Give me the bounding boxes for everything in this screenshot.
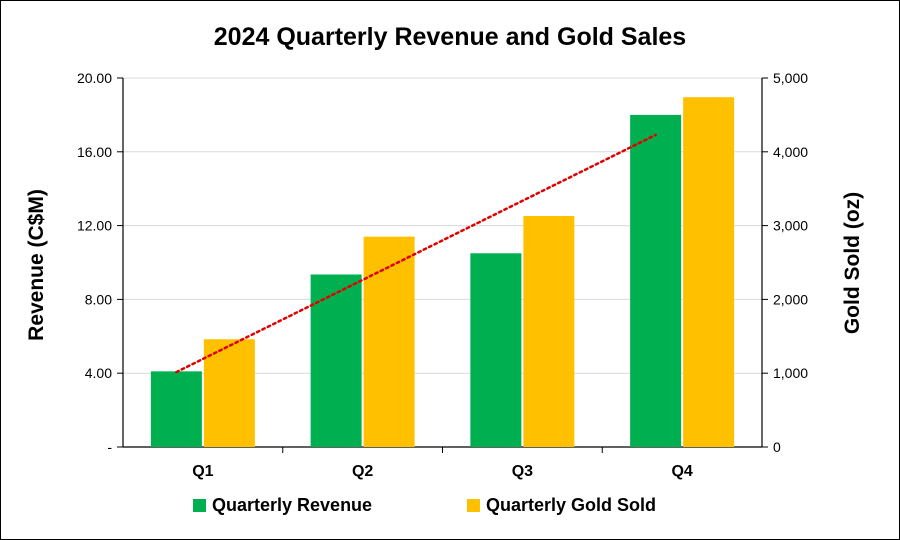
y-right-tick-label: 5,000 [773,70,808,86]
y-left-tick-label: 12.00 [77,218,112,234]
x-tick-label: Q4 [671,463,692,480]
y-left-tick-label: - [107,439,112,455]
y-right-tick-label: 0 [773,439,781,455]
trendline-revenue [175,133,657,374]
bar-revenue-q4[interactable] [630,114,682,448]
legend-label-gold-sold: Quarterly Gold Sold [486,495,657,515]
chart-title: 2024 Quarterly Revenue and Gold Sales [213,23,687,51]
x-tick-label: Q2 [352,463,373,480]
legend-swatch-revenue [193,499,206,512]
y-left-tick-label: 16.00 [77,144,112,160]
y-left-tick-label: 8.00 [85,291,112,307]
legend-swatch-gold-sold [467,499,480,512]
y-right-tick-label: 3,000 [773,218,808,234]
y-axis-left-title: Revenue (C$M) [25,189,48,341]
y-right-tick-label: 1,000 [773,365,808,381]
bar-gold-sold-q3[interactable] [523,216,575,447]
bar-gold-sold-q4[interactable] [683,97,735,448]
bar-revenue-q1[interactable] [150,371,202,447]
bar-gold-sold-q1[interactable] [203,339,255,447]
legend-label-revenue: Quarterly Revenue [212,495,373,515]
legend-item-gold-sold[interactable]: Quarterly Gold Sold [467,495,656,516]
bar-revenue-q3[interactable] [470,253,522,447]
bar-gold-sold-q2[interactable] [363,236,415,447]
bar-revenue-q2[interactable] [310,274,362,447]
x-tick-label: Q3 [512,463,533,480]
y-axis-right-title: Gold Sold (oz) [841,191,864,335]
y-left-tick-label: 4.00 [85,365,112,381]
y-right-tick-label: 2,000 [773,291,808,307]
y-right-tick-label: 4,000 [773,144,808,160]
legend-item-revenue[interactable]: Quarterly Revenue [193,495,372,516]
y-left-tick-label: 20.00 [77,70,112,86]
x-tick-label: Q1 [192,463,213,480]
